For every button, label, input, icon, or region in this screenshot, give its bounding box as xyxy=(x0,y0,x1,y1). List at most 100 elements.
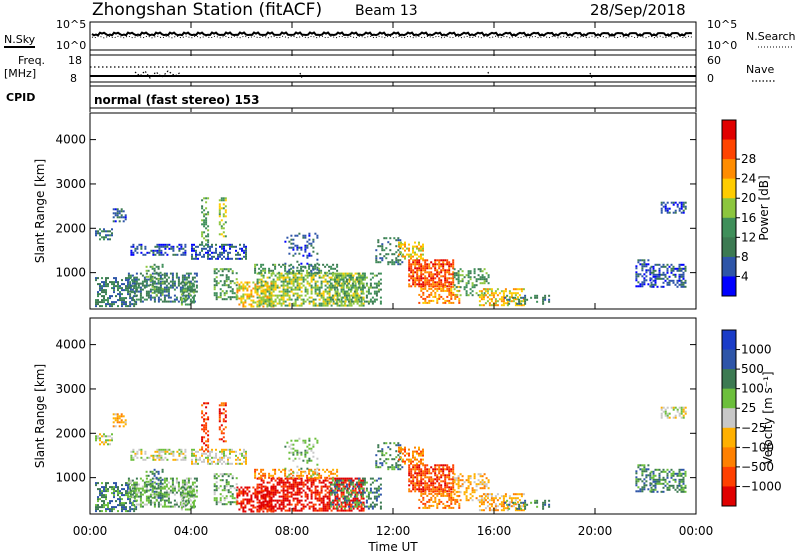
scatter-cell xyxy=(336,509,339,512)
scatter-cell xyxy=(157,470,160,473)
scatter-cell xyxy=(356,280,359,283)
scatter-cell xyxy=(347,505,350,508)
scatter-cell xyxy=(248,486,251,489)
scatter-cell xyxy=(340,276,343,279)
scatter-cell xyxy=(418,275,421,278)
scatter-cell xyxy=(292,246,295,249)
scatter-cell xyxy=(310,292,313,295)
scatter-cell xyxy=(298,501,301,504)
scatter-cell xyxy=(260,298,263,301)
scatter-cell xyxy=(97,277,99,280)
scatter-cell xyxy=(412,279,415,282)
scatter-cell xyxy=(193,247,195,250)
scatter-cell xyxy=(458,297,461,300)
scatter-cell xyxy=(650,265,653,268)
scatter-cell xyxy=(387,458,390,461)
scatter-cell xyxy=(357,487,360,490)
scatter-cell xyxy=(322,485,325,488)
scatter-cell xyxy=(345,278,348,281)
scatter-cell xyxy=(278,290,281,293)
scatter-cell xyxy=(333,491,336,494)
scatter-cell xyxy=(191,454,193,457)
scatter-cell xyxy=(310,296,313,299)
scatter-cell xyxy=(225,249,227,252)
scatter-cell xyxy=(479,282,482,285)
scatter-cell xyxy=(298,286,301,289)
scatter-cell xyxy=(369,298,372,301)
scatter-cell xyxy=(245,458,247,461)
scatter-cell xyxy=(377,446,380,449)
scatter-cell xyxy=(155,493,158,496)
scatter-cell xyxy=(416,271,419,274)
scatter-cell xyxy=(266,281,269,284)
scatter-cell xyxy=(316,509,319,512)
scatter-cell xyxy=(222,223,225,226)
scatter-cell xyxy=(237,257,239,260)
scatter-cell xyxy=(137,483,140,486)
scatter-cell xyxy=(173,485,176,488)
scatter-cell xyxy=(195,245,197,248)
scatter-cell xyxy=(161,289,164,292)
scatter-cell xyxy=(256,278,259,281)
scatter-cell xyxy=(219,499,222,502)
scatter-cell xyxy=(97,299,99,302)
scatter-cell xyxy=(524,302,527,305)
scatter-cell xyxy=(381,243,384,246)
scatter-cell xyxy=(180,504,183,507)
scatter-cell xyxy=(250,496,253,499)
scatter-cell xyxy=(336,272,339,275)
scatter-cell xyxy=(153,474,156,477)
colorbar-block xyxy=(722,276,736,297)
scatter-cell xyxy=(424,263,427,266)
scatter-cell xyxy=(338,278,341,281)
scatter-cell xyxy=(129,486,132,489)
scatter-cell xyxy=(268,503,271,506)
scatter-cell xyxy=(246,500,249,503)
scatter-cell xyxy=(159,294,162,297)
scatter-cell xyxy=(278,271,281,274)
scatter-cell xyxy=(284,493,287,496)
scatter-cell xyxy=(233,292,236,295)
scatter-cell xyxy=(187,276,190,279)
scatter-cell xyxy=(129,479,132,482)
scatter-cell xyxy=(418,267,421,270)
scatter-cell xyxy=(123,283,125,286)
scatter-cell xyxy=(184,488,187,491)
scatter-cell xyxy=(264,489,267,492)
scatter-cell xyxy=(129,281,132,284)
scatter-cell xyxy=(153,485,156,488)
scatter-cell xyxy=(508,298,511,301)
scatter-cell xyxy=(170,452,173,455)
scatter-cell xyxy=(361,288,364,291)
scatter-cell xyxy=(418,283,421,286)
scatter-cell xyxy=(173,298,176,301)
scatter-cell xyxy=(508,296,511,299)
scatter-cell xyxy=(426,283,429,286)
scatter-cell xyxy=(163,505,166,508)
scatter-cell xyxy=(177,489,180,492)
scatter-cell xyxy=(310,254,313,257)
scatter-cell xyxy=(350,505,353,508)
scatter-cell xyxy=(416,253,418,256)
scatter-cell xyxy=(450,293,453,296)
scatter-cell xyxy=(342,280,345,283)
scatter-cell xyxy=(350,294,353,297)
scatter-cell xyxy=(172,247,175,250)
scatter-cell xyxy=(426,295,429,298)
scatter-cell xyxy=(153,276,156,279)
scatter-cell xyxy=(337,298,340,301)
scatter-cell xyxy=(262,267,265,270)
scatter-cell xyxy=(354,483,357,486)
scatter-cell xyxy=(213,278,216,281)
scatter-cell xyxy=(389,243,392,246)
scatter-cell xyxy=(95,504,97,507)
scatter-cell xyxy=(400,245,402,248)
scatter-cell xyxy=(304,441,307,444)
scatter-cell xyxy=(304,451,307,454)
scatter-cell xyxy=(290,472,293,475)
scatter-cell xyxy=(157,272,160,275)
scatter-cell xyxy=(306,467,309,470)
scatter-cell xyxy=(363,276,366,279)
scatter-cell xyxy=(314,472,317,475)
